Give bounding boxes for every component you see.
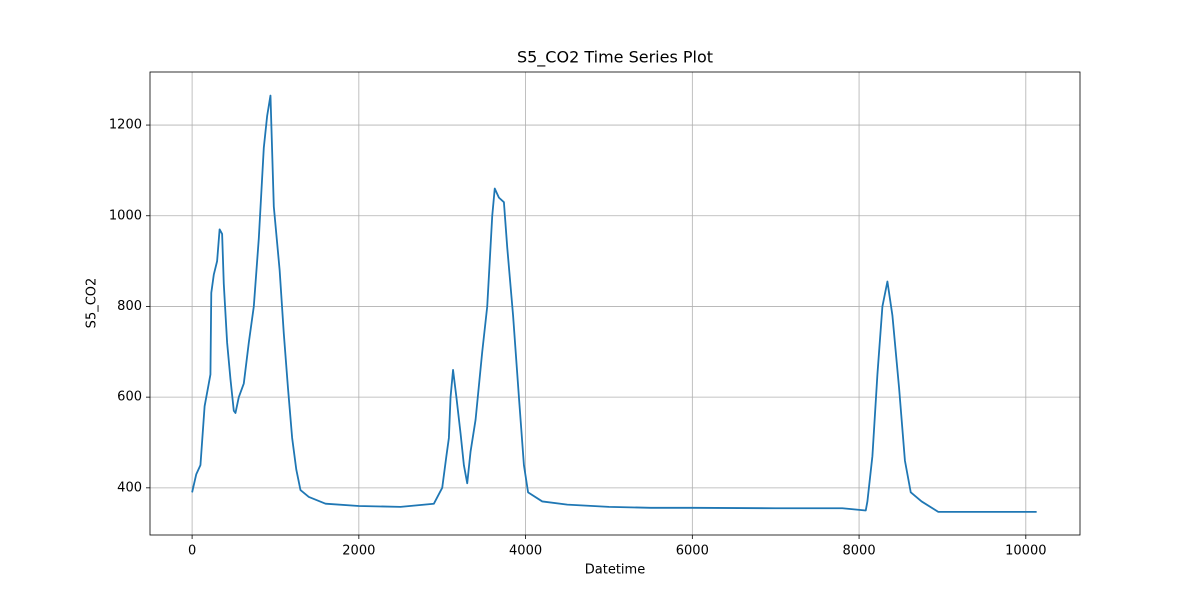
y-tick-label: 800 xyxy=(117,299,142,314)
x-tick-label: 10000 xyxy=(1005,544,1046,559)
x-tick-label: 0 xyxy=(188,544,196,559)
chart-title: S5_CO2 Time Series Plot xyxy=(517,48,713,68)
y-tick-label: 400 xyxy=(117,480,142,495)
x-tick-label: 8000 xyxy=(843,544,876,559)
data-line xyxy=(191,94,1037,513)
x-tick-label: 4000 xyxy=(509,544,542,559)
x-tick-label: 2000 xyxy=(342,544,375,559)
y-axis-label: S5_CO2 xyxy=(85,278,100,329)
x-tick-label: 6000 xyxy=(676,544,709,559)
plot-frame xyxy=(149,71,1081,536)
y-tick-label: 600 xyxy=(117,390,142,405)
x-axis-label: Datetime xyxy=(585,563,645,578)
y-tick-label: 1200 xyxy=(109,118,142,133)
y-tick-label: 1000 xyxy=(109,208,142,223)
